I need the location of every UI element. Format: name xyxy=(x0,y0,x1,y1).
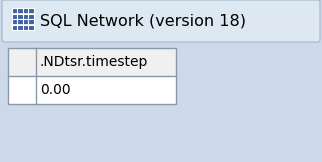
Bar xyxy=(18,25,23,30)
Bar xyxy=(29,8,34,13)
Bar xyxy=(23,14,28,19)
Bar xyxy=(12,14,17,19)
Bar xyxy=(23,8,28,13)
Bar xyxy=(18,19,23,24)
Bar xyxy=(12,8,34,30)
Bar xyxy=(8,48,176,76)
Bar xyxy=(8,48,176,104)
Text: SQL Network (version 18): SQL Network (version 18) xyxy=(40,13,246,29)
Bar xyxy=(12,19,17,24)
Bar xyxy=(18,8,23,13)
Bar xyxy=(29,19,34,24)
Bar xyxy=(29,14,34,19)
Bar xyxy=(23,25,28,30)
Bar xyxy=(23,19,28,24)
Text: 0.00: 0.00 xyxy=(40,83,71,97)
Bar xyxy=(29,25,34,30)
Bar xyxy=(18,14,23,19)
Bar xyxy=(12,8,17,13)
Text: .NDtsr.timestep: .NDtsr.timestep xyxy=(40,55,148,69)
Bar xyxy=(8,76,176,104)
Bar xyxy=(12,25,17,30)
FancyBboxPatch shape xyxy=(2,0,320,42)
